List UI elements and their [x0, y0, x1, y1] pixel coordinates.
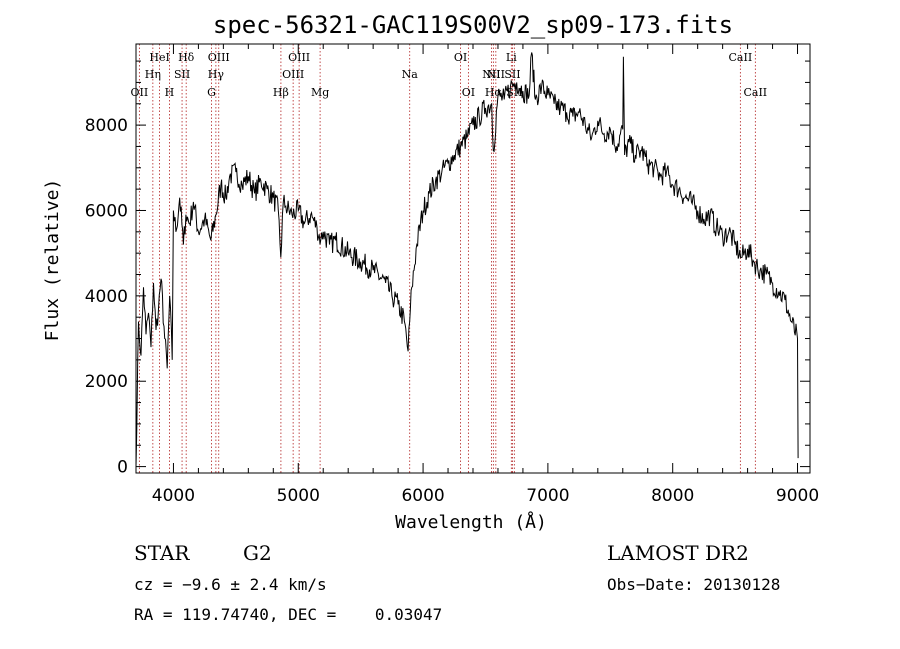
y-axis-label: Flux (relative): [42, 179, 63, 342]
line-marker-label: OII: [131, 86, 149, 99]
y-tick-label: 2000: [85, 372, 128, 392]
line-marker-label: OIII: [208, 51, 230, 64]
plot-frame: [135, 43, 811, 474]
coordinates-label: RA = 119.74740, DEC = 0.03047: [134, 605, 442, 624]
y-axis-ticks: 0 2000 4000 6000 8000: [85, 60, 810, 478]
line-marker-label: Hγ: [208, 68, 225, 81]
chart-title: spec-56321-GAC119S00V2_sp09-173.fits: [213, 11, 733, 39]
line-marker-label: Na: [402, 68, 419, 81]
object-class-label: STAR: [134, 541, 190, 565]
line-marker-label: OI: [462, 86, 475, 99]
redshift-label: cz = −9.6 ± 2.4 km/s: [134, 575, 327, 594]
line-marker-label: Li: [506, 51, 517, 64]
line-marker-label: Hβ: [273, 86, 289, 99]
x-tick-label: 7000: [526, 486, 569, 506]
line-marker-label: OIII: [282, 68, 304, 81]
spectral-line-markers: [138, 44, 756, 473]
obs-date-label: Obs−Date: 20130128: [607, 575, 780, 594]
line-marker-label: NII: [482, 68, 500, 81]
line-marker-label: HeI: [149, 51, 169, 64]
survey-label: LAMOST DR2: [607, 541, 749, 565]
y-tick-label: 8000: [85, 116, 128, 136]
line-marker-label: NII: [487, 68, 505, 81]
line-marker-label: SII: [504, 68, 520, 81]
y-tick-label: 6000: [85, 201, 128, 221]
x-tick-label: 8000: [651, 486, 694, 506]
spectrum-series-line: [135, 52, 799, 467]
x-axis-label: Wavelength (Å): [395, 511, 547, 533]
line-marker-label: Mg: [311, 86, 329, 99]
x-tick-label: 6000: [401, 486, 444, 506]
line-marker-label: SII: [174, 68, 190, 81]
y-tick-label: 0: [117, 458, 128, 478]
line-marker-label: Hη: [145, 68, 161, 81]
y-tick-label: 4000: [85, 287, 128, 307]
x-axis-ticks: 4000 5000 6000 7000 8000 9000: [152, 44, 819, 506]
subclass-label: G2: [243, 541, 272, 565]
line-marker-label: CaII: [743, 86, 767, 99]
line-marker-label: CaII: [729, 51, 753, 64]
line-marker-label: G: [207, 86, 216, 99]
line-marker-label: H: [165, 86, 175, 99]
line-marker-label: OI: [454, 51, 467, 64]
line-marker-label: OIII: [288, 51, 310, 64]
x-tick-label: 9000: [776, 486, 819, 506]
x-tick-label: 5000: [277, 486, 320, 506]
line-marker-label: Hδ: [178, 51, 195, 64]
x-tick-label: 4000: [152, 486, 195, 506]
spectral-line-labels: OII Hη HeI H SII Hδ G Hγ OIII Hβ OIII OIII Mg Na OI OI N…: [131, 51, 768, 99]
